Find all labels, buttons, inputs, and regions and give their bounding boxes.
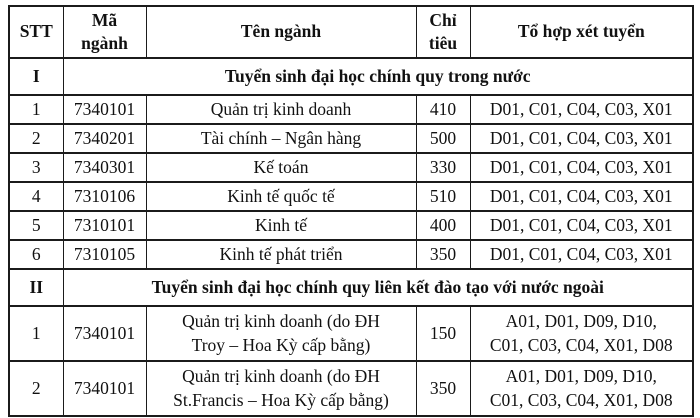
cell-stt: 1	[8, 305, 64, 362]
cell-chi-tieu: 400	[415, 210, 471, 241]
cell-ma-nganh: 7340101	[62, 305, 147, 362]
cell-stt: 6	[8, 239, 64, 270]
table-row: 1 7340101 Quản trị kinh doanh 410 D01, C…	[8, 94, 694, 125]
cell-ma-nganh: 7340201	[62, 123, 147, 154]
table-row: 4 7310106 Kinh tế quốc tế 510 D01, C01, …	[8, 181, 694, 212]
cell-chi-tieu: 330	[415, 152, 471, 183]
header-ten-nganh: Tên ngành	[145, 5, 417, 59]
cell-to-hop: D01, C01, C04, C03, X01	[469, 152, 694, 183]
cell-ten-nganh: Kinh tế quốc tế	[145, 181, 417, 212]
cell-stt: 1	[8, 94, 64, 125]
table-row: 6 7310105 Kinh tế phát triển 350 D01, C0…	[8, 239, 694, 270]
cell-stt: 2	[8, 123, 64, 154]
table-row: 2 7340101 Quản trị kinh doanh (do ĐH St.…	[8, 360, 694, 417]
table-row: 5 7310101 Kinh tế 400 D01, C01, C04, C03…	[8, 210, 694, 241]
section-row-2: II Tuyển sinh đại học chính quy liên kết…	[8, 268, 694, 307]
cell-chi-tieu: 350	[415, 239, 471, 270]
section-id: II	[8, 268, 64, 307]
section-id: I	[8, 57, 64, 96]
cell-ten-nganh: Quản trị kinh doanh (do ĐH St.Francis – …	[145, 360, 417, 417]
cell-ma-nganh: 7310101	[62, 210, 147, 241]
header-stt: STT	[8, 5, 64, 59]
cell-to-hop: D01, C01, C04, C03, X01	[469, 210, 694, 241]
cell-to-hop: D01, C01, C04, C03, X01	[469, 94, 694, 125]
table-row: 1 7340101 Quản trị kinh doanh (do ĐH Tro…	[8, 305, 694, 362]
cell-stt: 3	[8, 152, 64, 183]
cell-ten-nganh: Quản trị kinh doanh (do ĐH Troy – Hoa Kỳ…	[145, 305, 417, 362]
cell-chi-tieu: 500	[415, 123, 471, 154]
cell-to-hop: D01, C01, C04, C03, X01	[469, 123, 694, 154]
cell-ten-nganh: Kế toán	[145, 152, 417, 183]
cell-ma-nganh: 7340101	[62, 360, 147, 417]
section-title: Tuyển sinh đại học chính quy trong nước	[62, 57, 694, 96]
cell-to-hop: A01, D01, D09, D10, C01, C03, C04, X01, …	[469, 360, 694, 417]
cell-to-hop: D01, C01, C04, C03, X01	[469, 239, 694, 270]
cell-stt: 5	[8, 210, 64, 241]
cell-chi-tieu: 350	[415, 360, 471, 417]
header-ma-nganh: Mã ngành	[62, 5, 147, 59]
cell-stt: 4	[8, 181, 64, 212]
table-header-row: STT Mã ngành Tên ngành Chỉ tiêu Tổ hợp x…	[8, 5, 694, 59]
table-row: 3 7340301 Kế toán 330 D01, C01, C04, C03…	[8, 152, 694, 183]
header-to-hop: Tổ hợp xét tuyển	[469, 5, 694, 59]
cell-ten-nganh: Quản trị kinh doanh	[145, 94, 417, 125]
cell-chi-tieu: 410	[415, 94, 471, 125]
cell-ma-nganh: 7310106	[62, 181, 147, 212]
cell-chi-tieu: 510	[415, 181, 471, 212]
cell-ten-nganh: Kinh tế phát triển	[145, 239, 417, 270]
cell-to-hop: D01, C01, C04, C03, X01	[469, 181, 694, 212]
cell-chi-tieu: 150	[415, 305, 471, 362]
cell-stt: 2	[8, 360, 64, 417]
admissions-table: STT Mã ngành Tên ngành Chỉ tiêu Tổ hợp x…	[8, 5, 694, 417]
cell-ten-nganh: Kinh tế	[145, 210, 417, 241]
cell-ma-nganh: 7310105	[62, 239, 147, 270]
section-title: Tuyển sinh đại học chính quy liên kết đà…	[62, 268, 694, 307]
table-row: 2 7340201 Tài chính – Ngân hàng 500 D01,…	[8, 123, 694, 154]
cell-to-hop: A01, D01, D09, D10, C01, C03, C04, X01, …	[469, 305, 694, 362]
header-chi-tieu: Chỉ tiêu	[415, 5, 471, 59]
cell-ma-nganh: 7340301	[62, 152, 147, 183]
cell-ten-nganh: Tài chính – Ngân hàng	[145, 123, 417, 154]
cell-ma-nganh: 7340101	[62, 94, 147, 125]
section-row-1: I Tuyển sinh đại học chính quy trong nướ…	[8, 57, 694, 96]
